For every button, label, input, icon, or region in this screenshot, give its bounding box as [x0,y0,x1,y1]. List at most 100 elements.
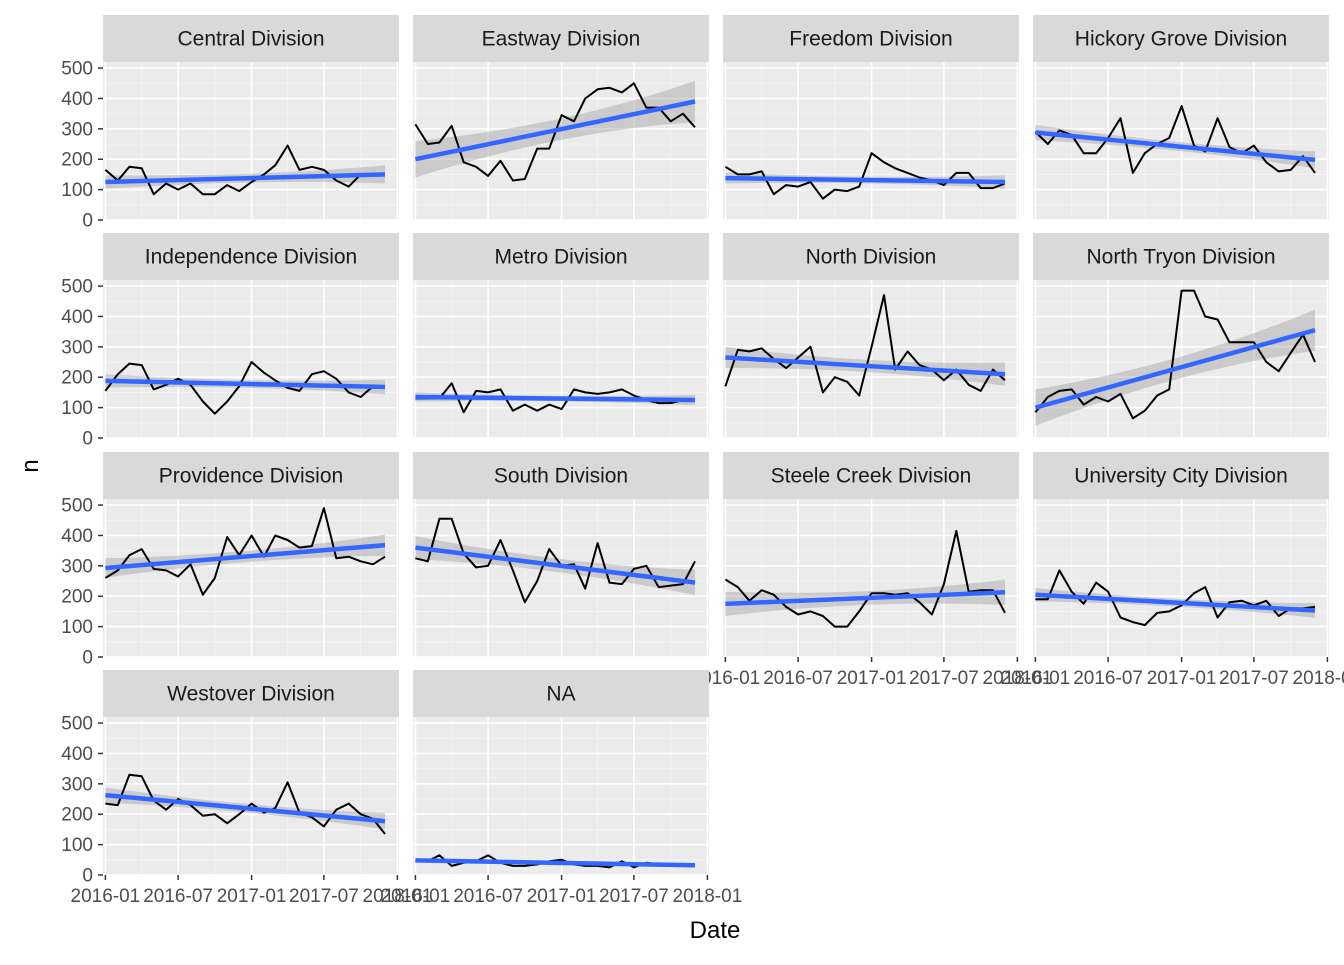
y-tick-label: 400 [61,744,93,765]
trend-line [415,394,696,403]
y-tick-label: 0 [82,429,93,450]
trend-line [105,378,386,390]
x-tick-label: 2016-01 [1001,668,1071,689]
series-line [1034,289,1316,420]
trend-line [1035,592,1316,613]
strip-label: University City Division [1074,465,1288,488]
strip-label: North Tryon Division [1086,246,1275,269]
strip-background [103,233,399,280]
strip-label: Hickory Grove Division [1075,28,1287,51]
strip-label: South Division [494,465,628,488]
x-tick-label: 2017-01 [1147,668,1217,689]
panel-north-division: North Division [723,233,1019,439]
strip-label: Westover Division [167,683,335,706]
strip-label: Providence Division [159,465,343,488]
x-tick-label: 2016-07 [1073,668,1143,689]
panel-westover-division: Westover Division 0 100 200 300 400 500 2016-01… [61,670,432,907]
x-tick-label: 2016-01 [71,886,141,907]
panel-eastway-division: Eastway Division [413,15,709,221]
strip-background [413,670,709,717]
strip-label: Steele Creek Division [771,465,972,488]
trend-line [105,542,386,571]
y-tick-label: 500 [61,277,93,298]
x-tick-label: 2016-07 [143,886,213,907]
strip-label: Eastway Division [482,28,641,51]
strip-label: Freedom Division [789,28,952,51]
x-tick-label: 2017-07 [289,886,359,907]
strip-label: Independence Division [145,246,357,269]
strip-background [723,233,1019,280]
strip-background [723,15,1019,62]
series-line [415,517,696,604]
series-line [724,152,1006,200]
x-tick-label: 2016-01 [381,886,451,907]
panel-central-division: Central Division 0 100 200 300 400 500 [61,15,399,232]
y-tick-label: 300 [61,337,93,358]
y-tick-label: 0 [82,648,93,669]
panel-providence-division: Providence Division 0 100 200 300 400 500 [61,452,399,669]
y-tick-label: 200 [61,587,93,608]
strip-background [1033,15,1329,62]
y-tick-label: 0 [82,211,93,232]
y-tick-label: 100 [61,398,93,419]
trend-line [725,175,1006,185]
x-tick-label: 2017-07 [599,886,669,907]
strip-background [723,452,1019,499]
y-tick-label: 200 [61,805,93,826]
x-tick-label: 2016-07 [453,886,523,907]
series-line [104,144,385,196]
strip-background [1033,452,1329,499]
y-tick-label: 400 [61,526,93,547]
strip-label: Central Division [177,28,324,51]
trend-line [1034,327,1316,410]
trend-line [415,858,696,868]
trend-line [725,590,1006,607]
y-tick-label: 200 [61,150,93,171]
series-line [1035,569,1316,627]
y-tick-label: 100 [61,835,93,856]
trend-line [414,99,696,162]
y-tick-label: 100 [61,617,93,638]
y-tick-label: 100 [61,180,93,201]
y-tick-label: 0 [82,866,93,887]
trend-line [415,545,696,585]
x-tick-label: 2018-01 [363,886,433,907]
y-tick-label: 500 [61,496,93,517]
strip-background [413,15,709,62]
strip-background [103,452,399,499]
trend-line [105,172,386,185]
x-tick-label: 2017-07 [909,668,979,689]
strip-background [413,452,709,499]
panel-south-division: South Division [413,452,709,658]
y-axis-title: n [17,459,44,472]
x-axis-title: Date [690,917,741,944]
series-line [104,361,385,415]
panel-north-tryon-division: North Tryon Division [1033,233,1329,439]
series-line [724,529,1006,628]
panel-independence-division: Independence Division 0 100 200 300 400 500 [61,233,399,450]
x-tick-label: 2017-07 [1219,668,1289,689]
panel-metro-division: Metro Division [413,233,709,439]
x-tick-label: 2018-01 [1293,668,1344,689]
y-tick-label: 300 [61,556,93,577]
x-tick-label: 2017-01 [527,886,597,907]
strip-label: NA [546,683,575,706]
x-tick-label: 2018-01 [983,668,1053,689]
x-tick-label: 2016-07 [763,668,833,689]
trend-line [1035,130,1316,163]
y-tick-label: 200 [61,368,93,389]
y-tick-label: 300 [61,119,93,140]
x-tick-label: 2018-01 [673,886,743,907]
x-tick-label: 2017-01 [837,668,907,689]
strip-label: North Division [806,246,937,269]
trend-line [725,355,1006,377]
strip-background [413,233,709,280]
panel-na: NA 2016-01 2016-07 2017-01 2017-07 2018-01 [381,670,743,907]
x-tick-label: 2017-01 [217,886,287,907]
y-tick-label: 400 [61,307,93,328]
strip-background [103,670,399,717]
